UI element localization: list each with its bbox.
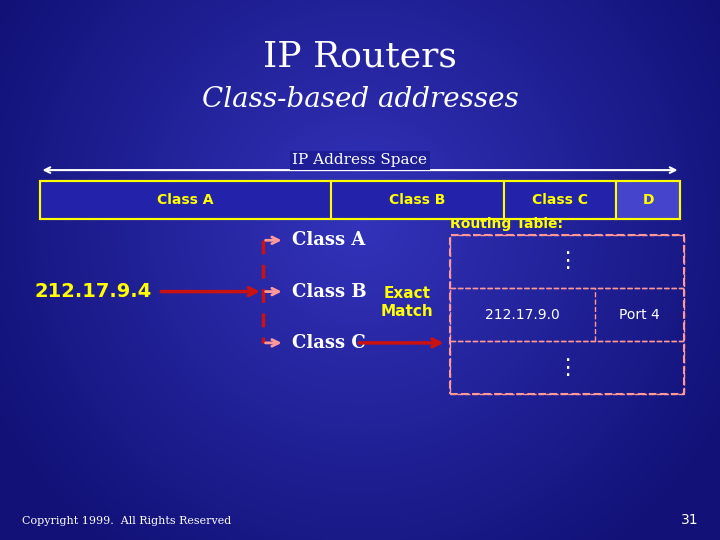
Bar — [450, 288, 684, 341]
Bar — [40, 181, 680, 219]
Text: D: D — [643, 193, 654, 207]
Text: ⋮: ⋮ — [556, 252, 578, 272]
Bar — [450, 235, 684, 288]
Text: Routing Table:: Routing Table: — [450, 217, 563, 231]
Text: Copyright 1999.  All Rights Reserved: Copyright 1999. All Rights Reserved — [22, 516, 231, 526]
Bar — [40, 181, 331, 219]
Text: 212.17.9.0: 212.17.9.0 — [485, 308, 560, 321]
Text: Class A: Class A — [292, 231, 365, 249]
Bar — [331, 181, 504, 219]
Text: Class-based addresses: Class-based addresses — [202, 86, 518, 113]
Text: Port 4: Port 4 — [619, 308, 660, 321]
Text: Exact
Match: Exact Match — [380, 286, 433, 319]
Text: 31: 31 — [681, 512, 698, 526]
Text: Class B: Class B — [292, 282, 366, 301]
Bar — [450, 341, 684, 394]
Text: Class C: Class C — [292, 334, 365, 352]
Text: ⋮: ⋮ — [556, 357, 578, 377]
Text: IP Address Space: IP Address Space — [292, 153, 428, 167]
Bar — [616, 181, 680, 219]
Text: Class B: Class B — [390, 193, 446, 207]
Bar — [450, 235, 684, 394]
Text: IP Routers: IP Routers — [263, 40, 457, 73]
Text: 212.17.9.4: 212.17.9.4 — [35, 282, 152, 301]
Text: Class A: Class A — [157, 193, 214, 207]
Text: Class C: Class C — [532, 193, 588, 207]
Bar — [504, 181, 616, 219]
